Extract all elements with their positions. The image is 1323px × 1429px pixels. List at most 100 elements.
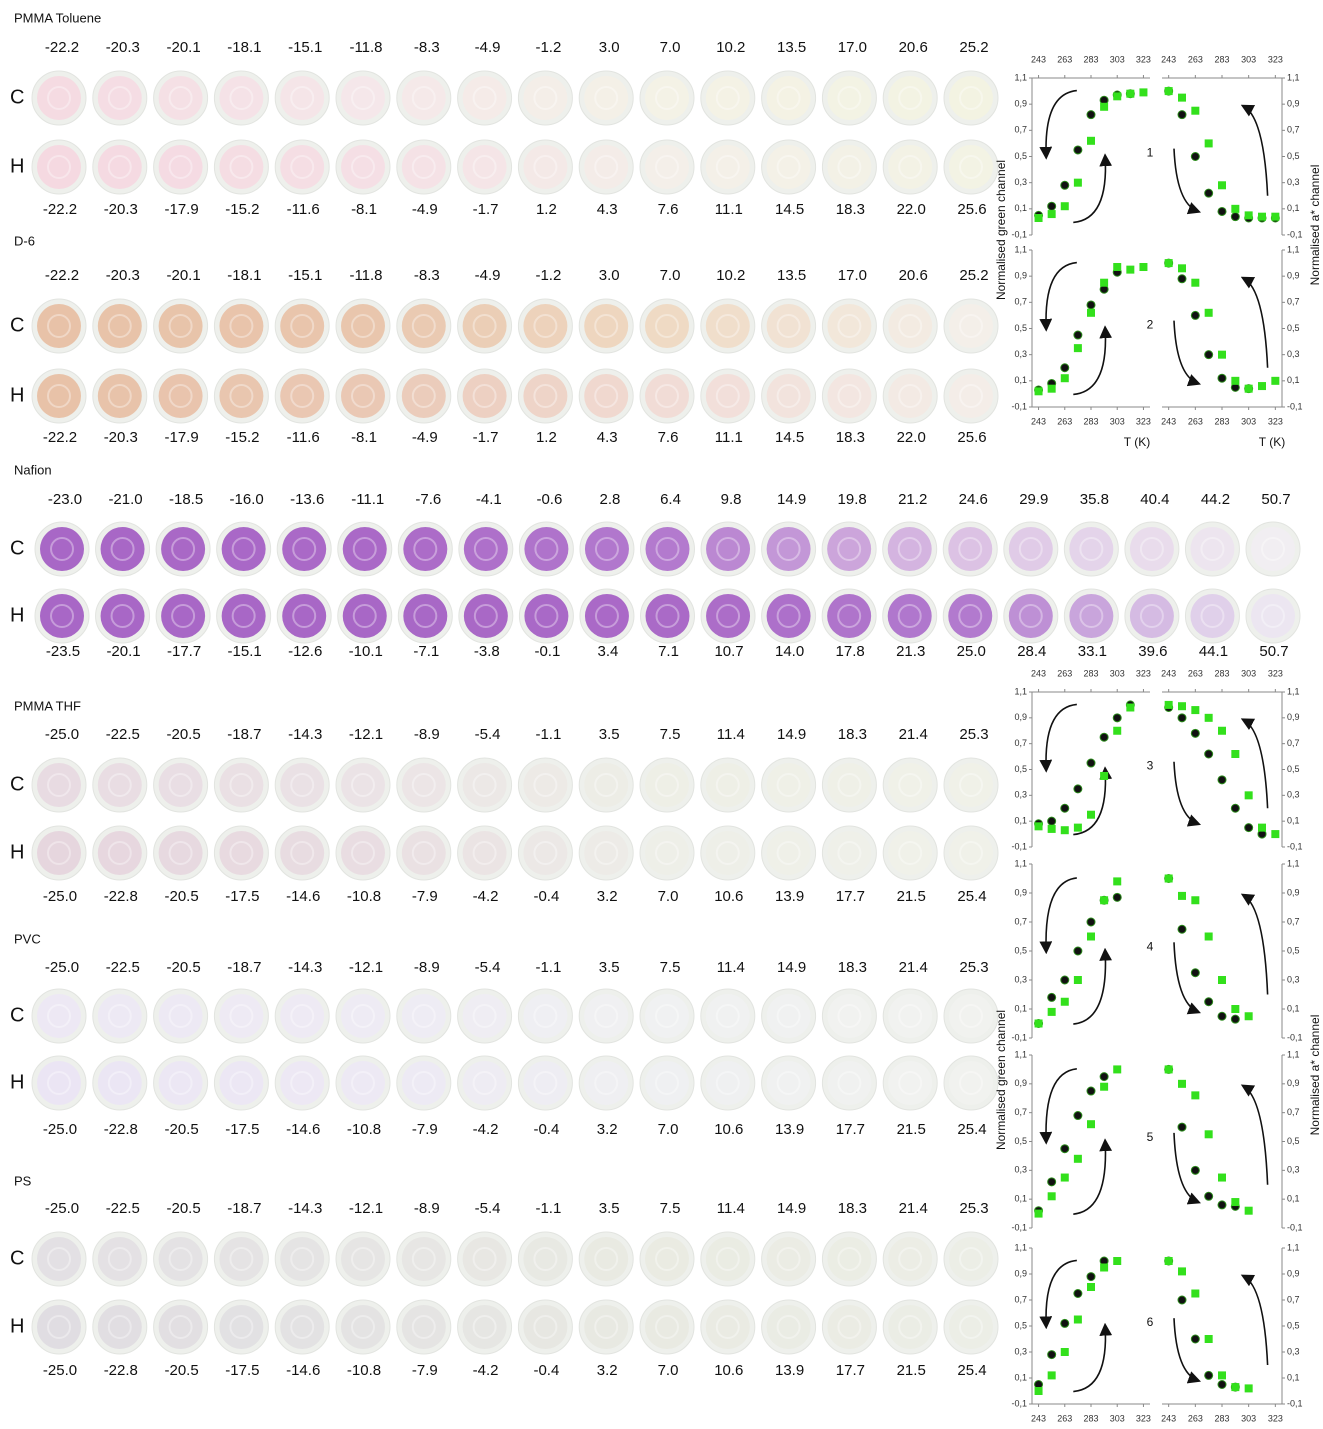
disc-fill [645,145,689,189]
sample-disc [458,140,512,194]
cooling-temperature: 21.4 [899,959,928,976]
data-square [1218,181,1226,189]
sample-disc [459,522,513,576]
cooling-temperature: -18.7 [227,959,261,976]
plot-number: 1 [1147,146,1154,160]
heating-temperature: -17.9 [164,201,198,218]
row-label: H [10,841,24,863]
heating-temperature: -17.5 [225,888,259,905]
sample-disc [1185,522,1239,576]
sample-disc [336,989,390,1043]
heating-temperature: 21.5 [897,1121,926,1138]
disc-fill [402,763,446,807]
disc-fill [101,527,145,571]
row-label: H [10,1315,24,1337]
disc-fill [827,594,871,638]
heating-temperature: -4.2 [473,888,499,905]
x-tick-label: 323 [1268,668,1283,678]
sample-disc [154,826,208,880]
sample-disc [397,1056,451,1110]
sample-disc [883,522,937,576]
disc-fill [645,831,689,875]
sample-disc [32,989,86,1043]
sample-disc [762,989,816,1043]
disc-fill [282,527,326,571]
x-tick-label: 243 [1031,1413,1046,1423]
disc-fill [767,1305,811,1349]
heating-temperature: -3.8 [474,643,500,660]
disc-fill [767,304,811,348]
disc-fill [523,831,567,875]
cooling-temperature: 7.5 [660,726,681,743]
sample-disc [93,299,147,353]
arrow [1174,1318,1198,1380]
x-tick-label: 303 [1241,1413,1256,1423]
heating-temperature: 25.4 [957,1362,986,1379]
plot-number: 5 [1147,1130,1154,1144]
disc-fill [949,831,993,875]
x-tick-label: 263 [1188,668,1203,678]
disc-fill [767,374,811,418]
heating-temperature: 17.7 [836,1121,865,1138]
sample-disc [701,589,755,643]
disc-fill [159,1061,203,1105]
sample-disc [762,589,816,643]
y-axis-label-left: Normalised green channel [994,1010,1008,1150]
disc-fill [524,594,568,638]
data-dot [1178,275,1186,283]
disc-fill [159,831,203,875]
cooling-temperature: -25.0 [45,959,79,976]
y-tick-label: 0,5 [1014,151,1027,161]
cooling-temperature: -20.5 [166,1200,200,1217]
disc-fill [280,145,324,189]
sample-disc [397,826,451,880]
sample-disc [154,758,208,812]
disc-fill [706,994,750,1038]
disc-fill [706,374,750,418]
data-square [1087,1283,1095,1291]
data-dot [1191,153,1199,161]
y-axis-label-right: Normalised a* channel [1308,165,1322,286]
data-square [1113,263,1121,271]
y-tick-label: 0,5 [1287,1136,1300,1146]
sample-disc [93,1232,147,1286]
row-label: H [10,1071,24,1093]
data-dot [1218,1381,1226,1389]
sample-disc [943,589,997,643]
cooling-temperature: -4.9 [475,39,501,56]
disc-fill [463,763,507,807]
disc-fill [37,304,81,348]
y-tick-label: 1,1 [1014,72,1027,82]
sample-disc [518,826,572,880]
disc-fill [706,304,750,348]
data-square [1087,811,1095,819]
disc-fill [98,994,142,1038]
heating-temperature: -20.1 [106,643,140,660]
cooling-temperature: -22.5 [106,1200,140,1217]
disc-fill [523,1061,567,1105]
disc-fill [463,145,507,189]
cooling-temperature: -5.4 [475,959,501,976]
heating-temperature: -7.9 [412,1121,438,1138]
cooling-temperature: -20.5 [166,959,200,976]
disc-fill [402,76,446,120]
sample-disc [822,1300,876,1354]
cooling-temperature: -4.1 [476,491,502,508]
heating-temperature: -22.8 [104,888,138,905]
cooling-temperature: 14.9 [777,959,806,976]
y-tick-label: 0,7 [1014,916,1027,926]
disc-fill [767,594,811,638]
data-square [1087,137,1095,145]
disc-fill [523,374,567,418]
data-square [1191,1091,1199,1099]
heating-temperature: 4.3 [597,201,618,218]
sample-disc [579,299,633,353]
sample-disc [518,1300,572,1354]
data-dot [1113,714,1121,722]
data-dot [1061,804,1069,812]
arrow [1244,106,1268,195]
disc-fill [463,304,507,348]
cooling-temperature: -8.3 [414,39,440,56]
sample-disc [397,989,451,1043]
disc-fill [402,831,446,875]
